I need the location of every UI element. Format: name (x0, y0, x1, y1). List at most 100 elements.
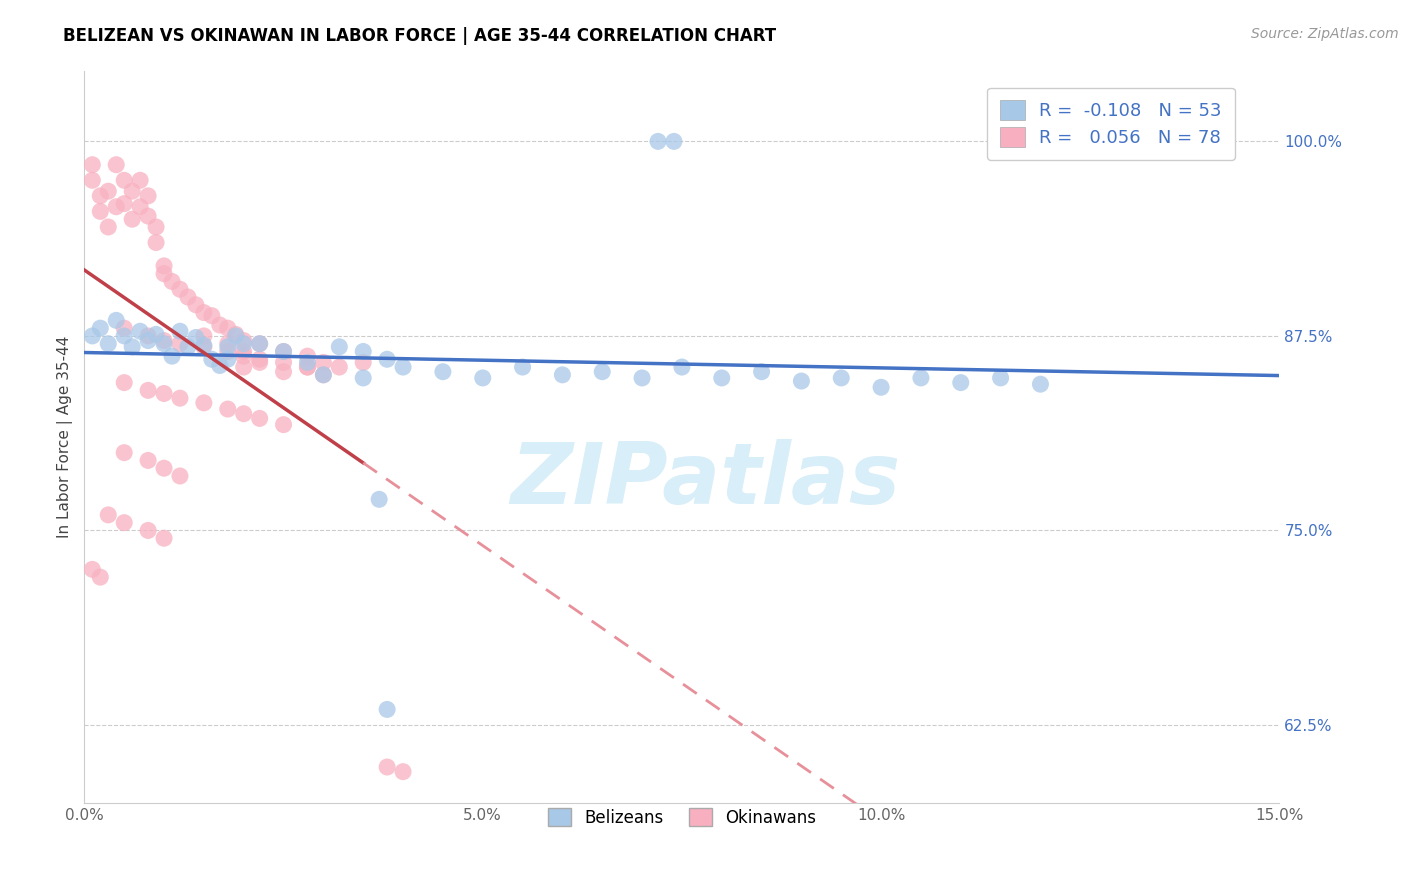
Point (671, 359, 693, 374)
Text: ZIPatlas: ZIPatlas (510, 440, 901, 523)
Point (512, 359, 534, 374)
Point (145, 327, 167, 342)
Point (662, 135, 685, 149)
Point (184, 330, 207, 344)
Point (169, 391, 191, 405)
Point (328, 359, 350, 374)
Point (121, 212, 143, 227)
Point (193, 305, 215, 319)
Point (82, 173, 104, 187)
Point (136, 384, 159, 398)
Point (352, 355, 374, 369)
Point (297, 359, 319, 374)
Point (145, 235, 167, 250)
Point (225, 329, 247, 343)
Point (232, 344, 254, 359)
Point (312, 368, 335, 382)
Legend: Belizeans, Okinawans: Belizeans, Okinawans (536, 797, 828, 838)
Point (177, 290, 200, 304)
Point (153, 531, 176, 545)
Point (1029, 377, 1052, 392)
Point (112, 376, 135, 390)
Point (129, 200, 152, 214)
Point (177, 340, 200, 354)
Point (105, 313, 128, 327)
Point (112, 173, 135, 187)
Point (273, 344, 295, 359)
Point (297, 349, 319, 363)
Point (830, 371, 852, 385)
Point (232, 349, 254, 363)
Point (153, 334, 176, 348)
Point (273, 417, 295, 432)
Point (312, 355, 335, 369)
Point (471, 371, 494, 385)
Point (273, 365, 295, 379)
Point (136, 453, 159, 467)
Point (97, 184, 120, 198)
Point (249, 352, 271, 367)
Point (249, 336, 271, 351)
Point (153, 336, 176, 351)
Point (352, 371, 374, 385)
Point (232, 359, 254, 374)
Point (217, 321, 239, 335)
Point (591, 365, 613, 379)
Point (910, 371, 932, 385)
Point (112, 321, 135, 335)
Point (273, 344, 295, 359)
Point (710, 371, 733, 385)
Point (89, 321, 111, 335)
Point (193, 338, 215, 352)
Point (105, 200, 128, 214)
Point (89, 204, 111, 219)
Point (82, 562, 104, 576)
Point (112, 196, 135, 211)
Point (232, 336, 254, 351)
Point (193, 340, 215, 354)
Point (217, 336, 239, 351)
Point (273, 355, 295, 369)
Point (297, 355, 319, 369)
Point (169, 336, 191, 351)
Point (160, 275, 183, 289)
Point (368, 492, 391, 507)
Point (145, 219, 167, 234)
Point (312, 368, 335, 382)
Point (121, 184, 143, 198)
Point (153, 461, 176, 475)
Point (375, 702, 398, 716)
Point (392, 764, 415, 779)
Point (193, 396, 215, 410)
Point (328, 340, 350, 354)
Point (432, 365, 454, 379)
Point (392, 359, 415, 374)
Point (129, 324, 152, 338)
Point (375, 352, 398, 367)
Point (129, 173, 152, 187)
Point (249, 355, 271, 369)
Point (97, 508, 120, 522)
Point (949, 376, 972, 390)
Point (169, 324, 191, 338)
Point (112, 516, 135, 530)
Point (551, 368, 574, 382)
Point (790, 374, 813, 388)
Point (184, 298, 207, 312)
Point (631, 371, 654, 385)
Point (112, 329, 135, 343)
Point (136, 334, 159, 348)
Point (105, 158, 128, 172)
Point (217, 352, 239, 367)
Point (232, 334, 254, 348)
Point (97, 336, 120, 351)
Point (153, 386, 176, 401)
Point (89, 570, 111, 584)
Point (201, 309, 224, 323)
Point (160, 349, 183, 363)
Point (208, 359, 231, 373)
Point (89, 189, 111, 203)
Y-axis label: In Labor Force | Age 35-44: In Labor Force | Age 35-44 (58, 336, 73, 538)
Point (751, 365, 773, 379)
Point (169, 282, 191, 296)
